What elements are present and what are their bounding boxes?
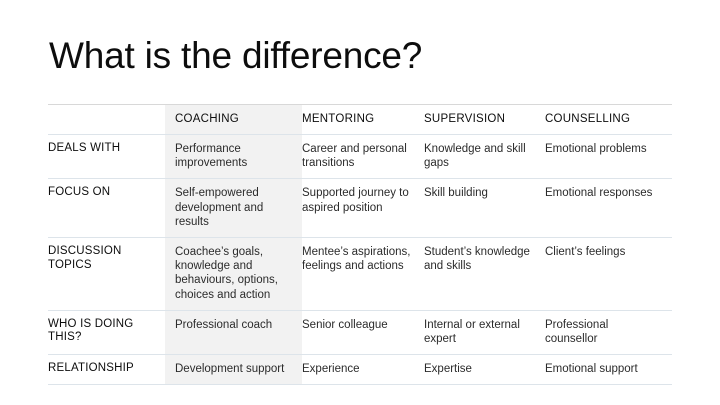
- table-row: DEALS WITH Performance improvements Care…: [48, 134, 672, 179]
- comparison-table: COACHING MENTORING SUPERVISION COUNSELLI…: [48, 104, 672, 385]
- column-header-mentoring: MENTORING: [302, 113, 375, 125]
- row-label-relationship: RELATIONSHIP: [48, 362, 134, 375]
- cell-discussion-topics-coaching: Coachee’s goals, knowledge and behaviour…: [165, 237, 302, 311]
- cell-who-is-doing-this-supervision: Internal or external expert: [424, 318, 520, 346]
- cell-who-is-doing-this-coaching: Professional coach: [165, 310, 302, 355]
- column-header-coaching: COACHING: [165, 104, 302, 135]
- row-label-who-is-doing-this: WHO IS DOING THIS?: [48, 317, 134, 344]
- page-title: What is the difference?: [49, 35, 423, 76]
- cell-focus-on-supervision: Skill building: [424, 187, 488, 200]
- cell-discussion-topics-counselling: Client’s feelings: [545, 246, 626, 259]
- cell-discussion-topics-supervision: Student’s knowledge and skills: [424, 246, 530, 273]
- table-header: COACHING MENTORING SUPERVISION COUNSELLI…: [48, 104, 672, 135]
- cell-who-is-doing-this-mentoring: Senior colleague: [302, 318, 388, 331]
- cell-relationship-counselling: Emotional support: [545, 363, 638, 376]
- row-label-focus-on: FOCUS ON: [48, 186, 111, 199]
- table-body: DEALS WITH Performance improvements Care…: [48, 134, 672, 385]
- table-row: DISCUSSION TOPICS Coachee’s goals, knowl…: [48, 237, 672, 311]
- cell-discussion-topics-mentoring: Mentee’s aspirations, feelings and actio…: [302, 246, 411, 273]
- column-header-supervision: SUPERVISION: [424, 113, 506, 125]
- cell-relationship-mentoring: Experience: [302, 363, 360, 376]
- cell-focus-on-counselling: Emotional responses: [545, 187, 653, 200]
- header-row: COACHING MENTORING SUPERVISION COUNSELLI…: [48, 104, 672, 135]
- row-label-deals-with: DEALS WITH: [48, 142, 121, 154]
- comparison-table-container: COACHING MENTORING SUPERVISION COUNSELLI…: [48, 104, 672, 385]
- cell-relationship-supervision: Expertise: [424, 363, 472, 376]
- cell-deals-with-counselling: Emotional problems: [545, 143, 647, 155]
- table-corner-cell: [48, 105, 165, 135]
- cell-focus-on-mentoring: Supported journey to aspired position: [302, 187, 409, 214]
- cell-deals-with-supervision: Knowledge and skill gaps: [424, 143, 526, 170]
- table-row: FOCUS ON Self-empowered development and …: [48, 178, 672, 238]
- row-label-discussion-topics: DISCUSSION TOPICS: [48, 245, 122, 271]
- cell-relationship-coaching: Development support: [165, 354, 302, 385]
- table-row: WHO IS DOING THIS? Professional coach Se…: [48, 310, 672, 355]
- table-row: RELATIONSHIP Development support Experie…: [48, 354, 672, 385]
- cell-focus-on-coaching: Self-empowered development and results: [165, 178, 302, 238]
- cell-deals-with-mentoring: Career and personal transitions: [302, 143, 407, 170]
- cell-deals-with-coaching: Performance improvements: [165, 134, 302, 179]
- column-header-counselling: COUNSELLING: [545, 113, 631, 125]
- cell-who-is-doing-this-counselling: Professional counsellor: [545, 318, 609, 346]
